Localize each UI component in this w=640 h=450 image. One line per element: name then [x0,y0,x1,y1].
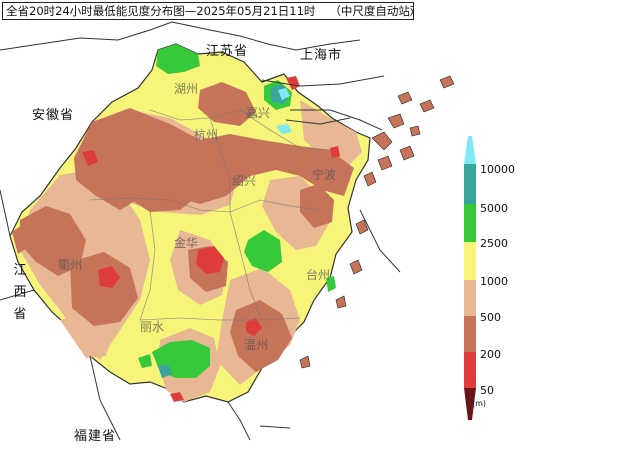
city-label-hangzhou: 杭州 [194,128,219,142]
city-label-wenzhou: 温州 [244,338,269,352]
city-label-ningbo: 宁波 [312,168,337,182]
city-label-jiaxing: 嘉兴 [246,106,271,120]
province-label-jiangxi-char-2: 西 [13,285,27,300]
legend-color-gt10000 [464,136,476,164]
province-label-jiangxi-char-3: 省 [13,307,27,322]
province-label-fujian: 福建省 [74,429,117,444]
province-label-jiangxi: 江 西 省 [12,260,28,326]
province-label-jiangsu: 江苏省 [206,44,249,59]
city-label-jinhua: 金华 [174,236,199,250]
city-label-lishui: 丽水 [140,320,165,334]
map-title-source: （中尺度自动站观测资料） [329,4,413,18]
legend-color-lt50 [464,388,476,420]
legend-label-10000: 10000 [480,163,515,176]
province-boundaries [0,21,401,441]
visibility-200-500-zones [12,82,354,372]
province-label-shanghai: 上海市 [300,48,343,63]
legend-label-1000: 1000 [480,275,508,288]
prefecture-boundaries [89,109,331,321]
legend-color-50-200 [464,352,476,388]
map-title: 全省20时24小时最低能见度分布图—2025年05月21日11时 （中尺度自动站观… [2,2,414,20]
city-label-shaoxing: 绍兴 [232,174,257,188]
city-label-quzhou: 衢州 [58,258,83,272]
map-title-main: 全省20时24小时最低能见度分布图—2025年05月21日11时 [6,4,316,18]
province-label-anhui: 安徽省 [32,108,75,123]
legend-color-2500-5000 [464,204,476,242]
visibility-50-200-zones [82,76,340,402]
coastal-islands [299,75,455,369]
legend-color-500-1000 [464,280,476,316]
legend-color-1000-2500 [464,242,476,280]
legend-color-5000-10000 [464,164,476,204]
province-label-jiangxi-char-1: 江 [13,263,27,278]
legend-label-500: 500 [480,311,501,324]
legend-label-200: 200 [480,348,501,361]
legend-label-5000: 5000 [480,202,508,215]
legend-color-200-500 [464,316,476,352]
city-label-taizhou: 台州 [306,268,331,282]
legend-label-50: 50 [480,384,494,397]
legend [464,136,476,420]
city-label-huzhou: 湖州 [174,82,199,96]
legend-unit: (m) [472,399,487,408]
legend-label-2500: 2500 [480,237,508,250]
visibility-gt10000-zones [276,88,292,134]
